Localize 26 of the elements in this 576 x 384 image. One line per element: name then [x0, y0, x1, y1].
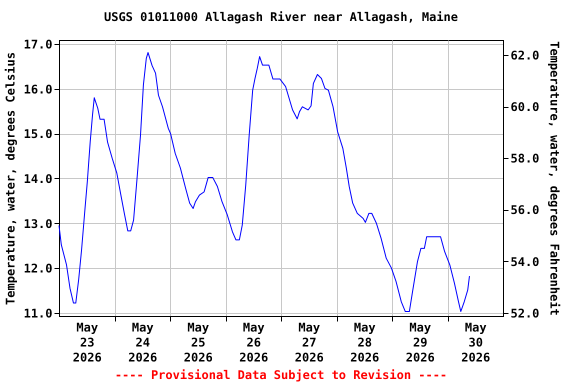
y-tick-label: 14.0	[24, 172, 52, 186]
y2-tick-label: 56.0	[510, 203, 540, 218]
y-tick-label: 15.0	[24, 127, 52, 142]
chart-title: USGS 01011000 Allagash River near Allagash, Maine	[104, 10, 458, 24]
x-tick-label: May 29 2026	[406, 320, 435, 364]
text: ---- Provisional Data Subject to Revision ----	[114, 368, 448, 382]
y2-tick-label: 62.0	[510, 48, 540, 62]
y-tick-label: 17.0	[24, 38, 52, 52]
y-axis-title: Temperature, water, degrees Celsius	[4, 52, 18, 305]
x-tick-label: May 30 2026	[461, 320, 490, 364]
x-tick-label: May 27 2026	[294, 320, 324, 364]
line-series	[58, 52, 470, 312]
x-tick-label: May 25 2026	[184, 320, 213, 364]
y2-tick-label: 54.0	[510, 254, 540, 269]
y-tick-label: 11.0	[24, 306, 52, 320]
x-tick-label: May 23 2026	[72, 320, 102, 364]
y-tick-label: 12.0	[24, 262, 52, 276]
y2-axis-title: Temperature, water, degrees Fahrenheit	[547, 41, 562, 316]
y-tick-label: 13.0	[24, 216, 52, 231]
y-tick-label: 16.0	[24, 82, 52, 96]
y2-tick-label: 58.0	[510, 152, 540, 166]
y2-tick-label: 52.0	[510, 306, 540, 320]
y2-tick-label: 60.0	[510, 100, 540, 114]
x-tick-label: May 24 2026	[128, 320, 158, 364]
x-tick-label: May 26 2026	[239, 320, 268, 364]
x-tick-label: May 28 2026	[350, 320, 380, 364]
